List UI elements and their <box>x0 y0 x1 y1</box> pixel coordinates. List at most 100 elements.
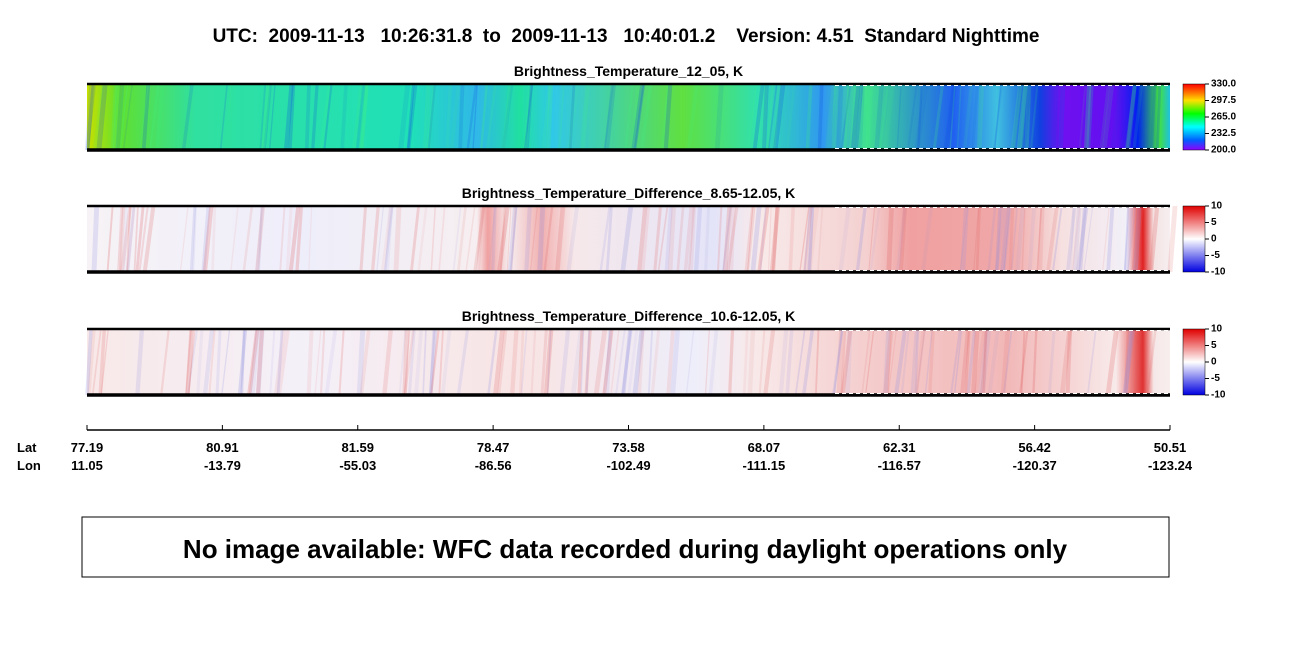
texture <box>761 84 769 150</box>
texture <box>722 206 732 272</box>
texture <box>486 84 497 150</box>
texture <box>585 329 591 395</box>
texture <box>1021 84 1032 150</box>
texture <box>631 84 640 150</box>
lon-tick-label: -13.79 <box>204 458 241 473</box>
texture <box>802 329 815 395</box>
texture <box>135 206 145 272</box>
texture <box>932 84 945 150</box>
colorbar-tick-label: 5 <box>1211 217 1217 228</box>
texture <box>799 206 810 272</box>
colorbar-tick-label: 5 <box>1211 340 1217 351</box>
texture <box>188 329 196 395</box>
texture <box>605 206 613 272</box>
texture <box>288 206 301 272</box>
texture <box>722 206 732 272</box>
texture <box>887 329 898 395</box>
texture <box>406 84 415 150</box>
texture <box>874 84 884 150</box>
texture <box>805 84 813 150</box>
texture <box>384 206 394 272</box>
texture <box>637 206 648 272</box>
texture <box>1012 84 1024 150</box>
texture <box>422 329 427 395</box>
lat-tick-label: 73.58 <box>612 440 645 455</box>
colorbar-tick-label: 265.0 <box>1211 112 1236 123</box>
texture <box>747 84 757 150</box>
texture <box>657 206 669 272</box>
texture <box>142 206 156 272</box>
texture <box>900 329 910 395</box>
texture <box>759 206 767 272</box>
texture <box>1124 329 1130 395</box>
texture <box>747 329 756 395</box>
texture <box>185 329 195 395</box>
message: No image available: WFC data recorded du… <box>183 534 1068 564</box>
texture <box>1002 329 1013 395</box>
texture <box>1099 84 1111 150</box>
texture <box>973 206 980 272</box>
texture <box>995 206 1002 272</box>
texture <box>1156 84 1162 150</box>
texture <box>237 329 248 395</box>
texture <box>1110 84 1123 150</box>
texture <box>603 84 615 150</box>
texture <box>855 206 867 272</box>
texture <box>960 206 969 272</box>
texture <box>771 206 779 272</box>
texture <box>276 329 291 395</box>
lat-tick-label: 68.07 <box>748 440 781 455</box>
texture <box>843 84 851 150</box>
texture <box>1015 206 1026 272</box>
texture <box>898 206 908 272</box>
texture <box>240 329 246 395</box>
texture <box>215 329 222 395</box>
texture <box>788 206 795 272</box>
texture <box>383 206 394 272</box>
texture <box>828 84 837 150</box>
message-box <box>81 516 1170 578</box>
texture <box>211 206 217 272</box>
texture <box>247 329 260 395</box>
texture <box>763 329 776 395</box>
texture <box>1059 329 1073 395</box>
texture <box>728 329 735 395</box>
texture <box>452 206 462 272</box>
colorbar-tick-label: 0 <box>1211 234 1217 245</box>
texture <box>1123 206 1134 272</box>
texture <box>921 206 934 272</box>
texture <box>605 329 613 395</box>
texture <box>631 84 645 150</box>
texture <box>806 206 815 272</box>
texture <box>864 329 875 395</box>
texture <box>1131 206 1142 272</box>
texture <box>311 84 319 150</box>
texture <box>370 206 380 272</box>
texture <box>255 206 265 272</box>
texture <box>557 84 562 150</box>
texture <box>426 84 436 150</box>
texture <box>438 206 446 272</box>
texture <box>767 206 772 272</box>
texture <box>824 84 836 150</box>
texture <box>1148 206 1160 272</box>
texture <box>201 206 211 272</box>
texture <box>704 206 711 272</box>
texture <box>761 84 768 150</box>
texture <box>1008 206 1015 272</box>
texture <box>479 84 489 150</box>
texture <box>112 84 120 150</box>
texture <box>84 84 94 150</box>
texture <box>906 84 918 150</box>
texture <box>507 206 518 272</box>
texture <box>403 329 415 395</box>
texture <box>831 84 838 150</box>
texture <box>980 329 992 395</box>
lat-tick-label: 81.59 <box>341 440 374 455</box>
texture <box>567 84 580 150</box>
texture <box>506 206 512 272</box>
texture <box>248 329 258 395</box>
texture <box>1078 84 1087 150</box>
texture <box>959 206 969 272</box>
texture <box>1123 206 1130 272</box>
